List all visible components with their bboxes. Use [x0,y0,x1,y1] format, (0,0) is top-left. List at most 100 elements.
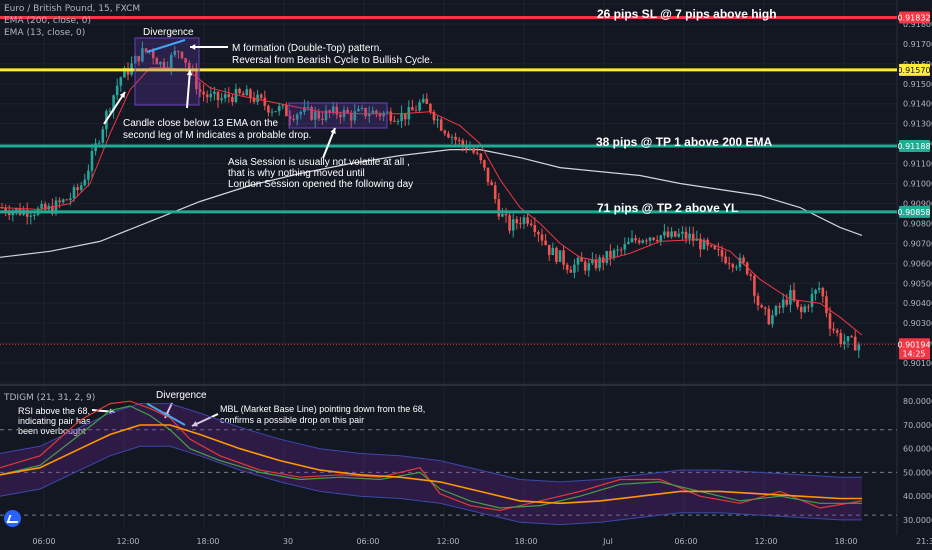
candle-body [259,94,263,98]
candle-body [187,62,191,69]
candle-body [835,330,839,333]
price-label-bg [899,11,930,24]
candle-body [810,293,814,307]
candle-body [515,219,519,224]
candle-body [616,249,619,251]
time-tick: 12:00 [116,537,139,546]
candle-body [432,111,436,121]
candle-body [486,167,490,183]
candle-body [778,306,781,308]
candle-body [637,240,641,243]
candle-close-arrow-2-head [119,92,125,98]
candle-body [213,91,216,94]
candle-body [267,105,270,113]
candle-body [227,94,231,98]
candle-body [612,250,616,258]
asia-arrow-head [330,128,336,134]
candle-body [828,313,832,329]
ema13-legend[interactable]: EMA (13, close, 0) [4,28,86,38]
rsi-red-line [0,400,863,512]
candle-body [763,307,767,309]
candle-body [378,113,382,117]
candle-body [115,85,119,96]
candle-body [119,77,123,86]
time-tick: 18:00 [196,537,219,546]
candle-body [666,231,670,237]
candle-body [353,111,357,121]
candle-body [537,232,540,235]
candle-body [580,257,583,262]
candle-body [519,223,522,225]
candle-body [263,97,267,106]
time-tick: 06:00 [356,537,379,546]
candle-body [652,237,655,240]
candle-body [756,295,760,306]
candle-body [832,328,835,331]
candle-body [576,257,580,265]
candle-body [796,300,799,307]
candle-body [360,107,364,109]
candle-body [547,244,551,256]
candle-close-text: second leg of M indicates a probable dro… [123,130,311,141]
ema200-legend[interactable]: EMA (200, close, 0) [4,16,92,26]
time-tick: Jul [602,537,613,546]
price-label: 0.91188 [897,142,930,151]
candle-body [702,239,706,250]
candle-body [223,94,227,99]
candle-body [159,61,162,65]
candle-body [393,120,396,122]
candle-body [598,257,601,269]
candle-body [285,105,288,117]
indicator-legend[interactable]: TDIGM (21, 31, 2, 9) [4,393,96,403]
candle-body [90,151,94,171]
candle-body [274,111,277,113]
candle-body [623,244,627,250]
price-label: 0.91570 [897,66,930,75]
candle-body [461,140,465,146]
candle-body [313,111,317,120]
candle-body [29,215,33,217]
candle-body [857,344,861,351]
candle-body [691,233,695,241]
candle-body [684,231,688,239]
candle-body [310,107,313,120]
tradingview-logo[interactable] [4,510,21,527]
candle-body [357,108,360,112]
candle-body [4,207,7,213]
candle-body [411,107,414,111]
candle-body [508,215,511,231]
candle-body [339,114,342,118]
candle-body [436,119,439,121]
candle-body [562,250,565,265]
m-formation-text: Reversal from Bearish Cycle to Bullish C… [232,55,433,66]
tp2-label: 71 pips @ TP 2 above YL [597,201,738,215]
candle-body [558,250,562,262]
candle-body [414,110,418,112]
time-tick: 21:3 [916,537,932,546]
candle-body [760,305,763,308]
candle-body [807,306,810,308]
candle-body [609,250,612,258]
candle-body [270,111,274,113]
candle-body [677,233,681,237]
candle-body [87,170,90,180]
candle-body [529,223,533,226]
candle-body [198,89,202,92]
ema200-layer [0,149,863,258]
candle-body [331,106,335,113]
price-label-bg [899,338,930,351]
candle-body [753,275,756,296]
candle-body [641,240,645,243]
rsi-green-line [0,405,862,509]
